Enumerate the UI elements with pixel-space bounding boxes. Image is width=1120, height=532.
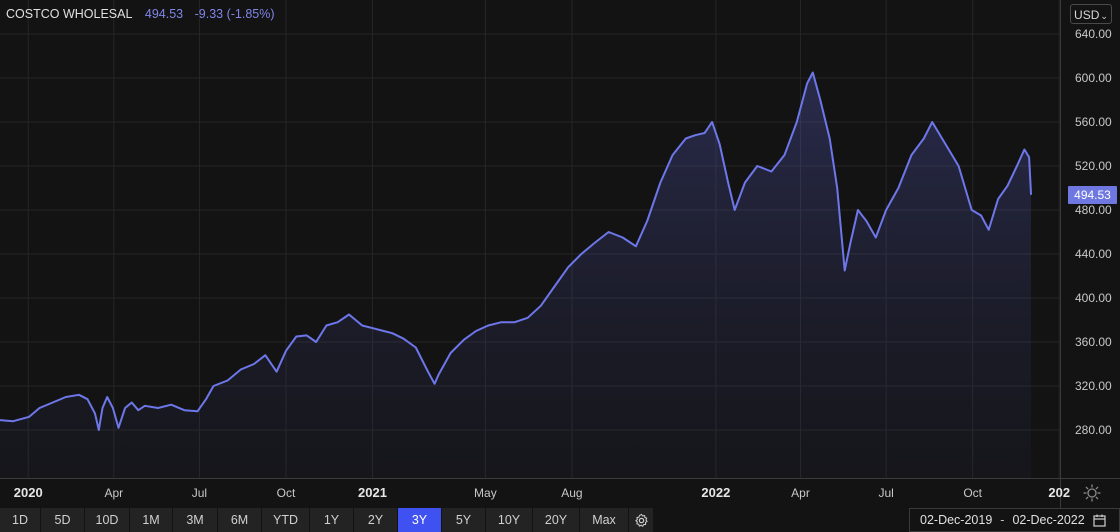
x-tick-label: May — [474, 486, 497, 500]
y-axis: 280.00 320.00 360.00 400.00 440.00 480.00 520.… — [1075, 27, 1112, 437]
symbol-name: COSTCO WHOLESAL — [6, 7, 133, 21]
range-button-1m[interactable]: 1M — [130, 508, 173, 532]
range-button-5y[interactable]: 5Y — [442, 508, 486, 532]
y-tick-label: 600.00 — [1075, 71, 1112, 85]
y-tick-label: 360.00 — [1075, 335, 1112, 349]
range-button-6m[interactable]: 6M — [218, 508, 262, 532]
price-area — [0, 72, 1031, 478]
range-button-10y[interactable]: 10Y — [486, 508, 533, 532]
x-tick-label: Jul — [878, 486, 893, 500]
price-change: -9.33 (-1.85%) — [194, 7, 275, 21]
x-tick-label: Jul — [192, 486, 207, 500]
range-button-20y[interactable]: 20Y — [533, 508, 580, 532]
sun-gear-icon[interactable] — [1083, 484, 1101, 502]
y-tick-label: 480.00 — [1075, 203, 1112, 217]
x-tick-label: 202 — [1048, 485, 1070, 500]
date-to[interactable]: 02-Dec-2022 — [1012, 513, 1085, 527]
last-price-tag: 494.53 — [1068, 186, 1117, 204]
calendar-icon[interactable] — [1093, 514, 1106, 527]
range-toolbar: 1D 5D 10D 1M 3M 6M YTD 1Y 2Y 3Y 5Y 10Y 20Y Max — [0, 508, 653, 532]
range-button-2y[interactable]: 2Y — [354, 508, 398, 532]
last-price: 494.53 — [144, 7, 184, 21]
currency-label: USD — [1074, 8, 1100, 22]
y-tick-label: 440.00 — [1075, 247, 1112, 261]
y-tick-label: 320.00 — [1075, 379, 1112, 393]
date-separator: - — [1000, 513, 1005, 527]
x-tick-label: 2022 — [701, 485, 730, 500]
range-button-10d[interactable]: 10D — [85, 508, 130, 532]
date-from[interactable]: 02-Dec-2019 — [920, 513, 993, 527]
price-area-fill — [0, 72, 1031, 478]
x-tick-label: Apr — [791, 486, 810, 500]
x-axis: 2020 Apr Jul Oct 2021 May Aug 2022 Apr Jul Oct 202 — [14, 485, 1070, 500]
x-tick-label: 2021 — [358, 485, 387, 500]
currency-selector[interactable]: USD⌄ — [1070, 4, 1112, 24]
chevron-down-icon: ⌄ — [1100, 11, 1108, 21]
price-chart[interactable]: 280.00 320.00 360.00 400.00 440.00 480.00 520.… — [0, 0, 1120, 508]
x-tick-label: Aug — [561, 486, 582, 500]
price-line — [0, 71, 1032, 431]
y-tick-label: 640.00 — [1075, 27, 1112, 41]
y-tick-label: 400.00 — [1075, 291, 1112, 305]
chart-header: COSTCO WHOLESAL 494.53 -9.33 (-1.85%) — [6, 7, 275, 21]
range-button-3m[interactable]: 3M — [173, 508, 218, 532]
range-button-ytd[interactable]: YTD — [262, 508, 310, 532]
range-button-1y[interactable]: 1Y — [310, 508, 354, 532]
y-tick-label: 520.00 — [1075, 159, 1112, 173]
date-range[interactable]: 02-Dec-2019 - 02-Dec-2022 — [909, 508, 1120, 532]
range-button-max[interactable]: Max — [580, 508, 629, 532]
y-tick-label: 560.00 — [1075, 115, 1112, 129]
gear-icon[interactable] — [629, 508, 653, 532]
range-button-5d[interactable]: 5D — [41, 508, 85, 532]
x-tick-label: Apr — [104, 486, 123, 500]
y-tick-label: 280.00 — [1075, 423, 1112, 437]
x-tick-label: 2020 — [14, 485, 43, 500]
x-tick-label: Oct — [277, 486, 296, 500]
range-button-3y[interactable]: 3Y — [398, 508, 442, 532]
x-tick-label: Oct — [963, 486, 982, 500]
range-button-1d[interactable]: 1D — [0, 508, 41, 532]
price-line-path — [0, 71, 1032, 431]
